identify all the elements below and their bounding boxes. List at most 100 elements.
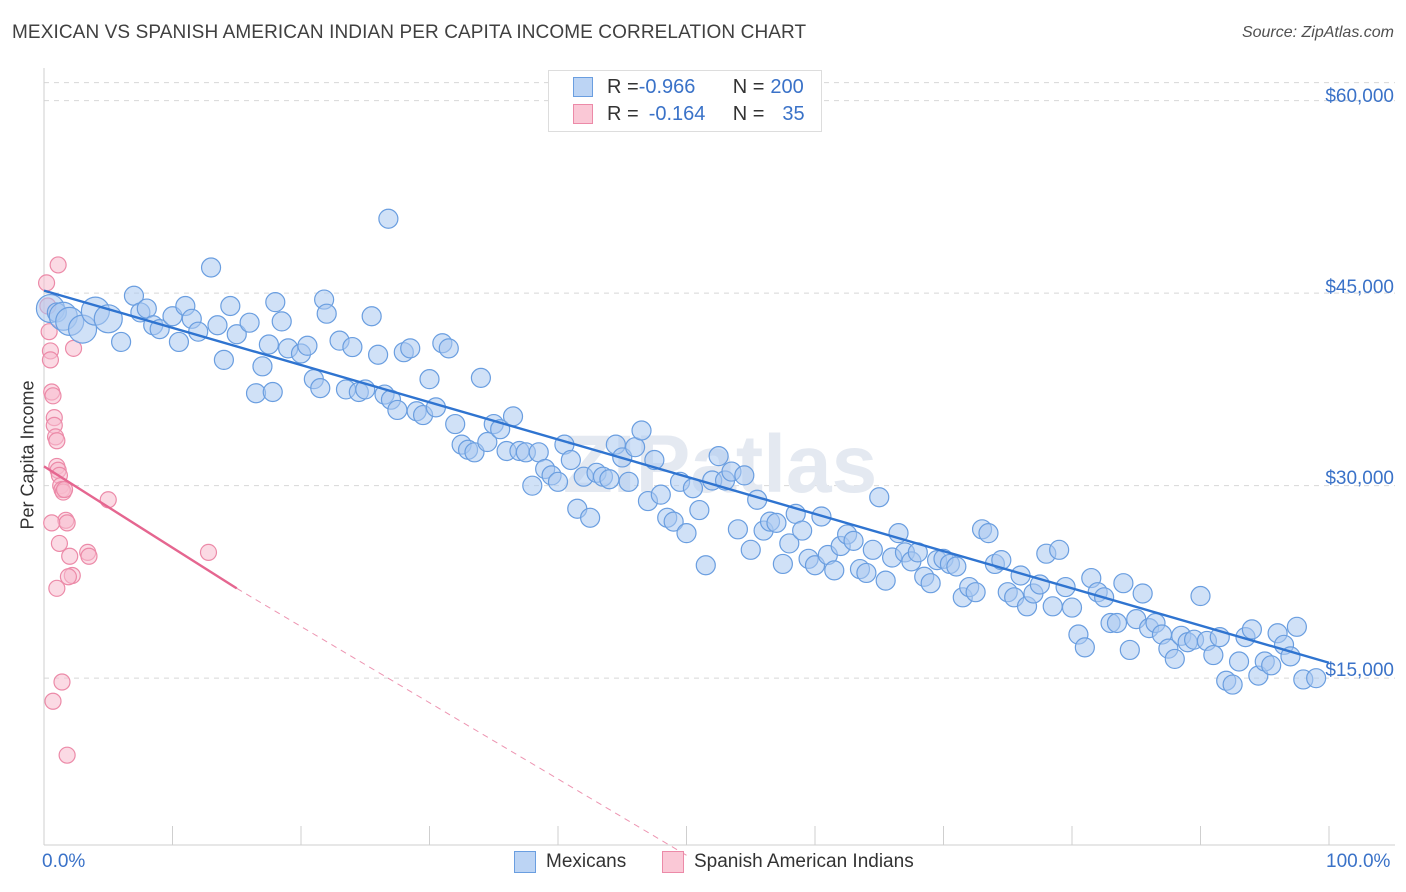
- mexicans-point: [856, 562, 877, 584]
- spanish-american-indians-point: [99, 491, 117, 509]
- axes: [43, 68, 1395, 846]
- mexicans-point: [1203, 644, 1224, 666]
- mexicans-point: [618, 471, 639, 492]
- mexicans-point: [695, 555, 716, 576]
- mexicans-point: [207, 315, 228, 336]
- legend-item-spanish-american-indians: Spanish American Indians: [662, 851, 914, 873]
- mexicans-point: [226, 324, 247, 345]
- mexicans-point: [1306, 668, 1327, 689]
- mexicans-point: [862, 539, 883, 560]
- mexicans-legend-swatch: [514, 851, 536, 873]
- mexicans-point: [213, 349, 234, 370]
- mexicans-point: [779, 533, 800, 554]
- spanish-american-indians-legend-label: Spanish American Indians: [694, 851, 914, 872]
- spanish-american-indians-point: [40, 323, 58, 341]
- mexicans-point: [1113, 573, 1134, 594]
- mexicans-point: [258, 334, 279, 355]
- spanish-american-indians-point: [44, 692, 62, 710]
- mexicans-point: [265, 292, 286, 313]
- mexicans-point: [239, 312, 260, 333]
- spanish-american-indians-legend-swatch: [662, 851, 684, 873]
- source-label: Source: ZipAtlas.com: [1241, 24, 1394, 41]
- mexicans-point: [1119, 639, 1140, 661]
- mexicans-point: [1074, 637, 1095, 658]
- mexicans-point: [824, 560, 845, 581]
- spanish-american-indians-point: [58, 514, 76, 532]
- chart-title: MEXICAN VS SPANISH AMERICAN INDIAN PER C…: [12, 22, 807, 43]
- mexicans-point: [316, 303, 337, 324]
- mexicans-point: [663, 511, 684, 532]
- mexicans-swatch: [573, 77, 593, 97]
- mexicans-point: [1261, 655, 1282, 676]
- mexicans-point: [522, 475, 543, 496]
- x-tick-label-min: 0.0%: [42, 851, 86, 872]
- mexicans-point: [310, 378, 331, 399]
- n-label: N =: [732, 102, 765, 125]
- n-label: N =: [732, 75, 765, 98]
- r-label: R =: [607, 102, 639, 125]
- mexicans-point: [245, 383, 267, 404]
- legend-item-mexicans: Mexicans: [514, 851, 626, 873]
- mexicans-point: [978, 523, 999, 544]
- r-value: -0.966: [638, 75, 696, 98]
- mexicans-point: [946, 556, 967, 577]
- mexicans-point: [400, 338, 421, 359]
- spanish-american-indians-point: [41, 351, 60, 369]
- spanish-american-indians-point: [50, 534, 69, 553]
- mexicans-point: [419, 369, 440, 390]
- spanish-american-indians-point: [48, 432, 66, 450]
- mexicans-point: [547, 471, 569, 492]
- stats-legend: R = -0.966 N = 200 R = -0.164 N = 35: [548, 70, 822, 132]
- mexicans-point: [676, 523, 697, 544]
- mexicans-point: [792, 520, 813, 541]
- mexicans-point: [297, 335, 318, 356]
- mexicans-trendline: [43, 289, 1330, 664]
- mexicans-point: [110, 331, 132, 353]
- spanish-american-indians-swatch: [573, 104, 593, 124]
- mexicans-point: [168, 331, 190, 353]
- spanish-american-indians-point: [80, 547, 98, 565]
- mexicans-point: [1106, 612, 1128, 634]
- mexicans-point: [1164, 648, 1185, 670]
- spanish-american-indians-trendline: [43, 465, 238, 590]
- spanish-american-indians-point: [199, 543, 218, 562]
- n-value: 35: [782, 102, 805, 125]
- y-tick-label: $15,000: [1325, 660, 1394, 681]
- mexicans-point: [502, 406, 524, 427]
- mexicans-point: [1132, 583, 1153, 604]
- mexicans-point: [965, 582, 986, 603]
- mexicans-point: [271, 311, 292, 332]
- mexicans-point: [378, 208, 399, 229]
- spanish-american-indians-point: [53, 673, 71, 691]
- mexicans-point: [470, 367, 491, 388]
- mexicans-point: [438, 338, 459, 359]
- mexicans-point: [920, 573, 941, 594]
- y-axis-label: Per Capita Income: [17, 380, 38, 530]
- mexicans-point: [708, 446, 729, 467]
- spanish-american-indians-point: [61, 547, 79, 565]
- mexicans-legend-label: Mexicans: [546, 851, 627, 872]
- mexicans-point: [644, 449, 665, 471]
- mexicans-point: [220, 295, 241, 317]
- mexicans-point: [740, 539, 761, 560]
- mexicans-point: [766, 512, 787, 533]
- mexicans-point: [734, 465, 755, 486]
- spanish-american-indians-point: [49, 256, 67, 274]
- spanish-american-indians-point: [37, 274, 56, 292]
- mexicans-point: [1241, 619, 1263, 640]
- mexicans-point: [252, 356, 273, 377]
- mexicans-point: [445, 413, 466, 435]
- spanish-american-indians-point: [48, 579, 66, 597]
- grid-lines: [44, 82, 1395, 679]
- y-tick-label: $30,000: [1325, 468, 1394, 489]
- mexicans-point: [342, 336, 363, 358]
- mexicans-point: [875, 570, 896, 591]
- mexicans-point: [560, 449, 581, 471]
- mexicans-point: [689, 499, 710, 521]
- mexicans-point: [1228, 651, 1250, 672]
- r-value: -0.164: [648, 102, 706, 125]
- spanish-american-indians-point: [55, 480, 74, 499]
- x-tick-label-max: 100.0%: [1326, 851, 1391, 872]
- spanish-american-indians-point: [58, 746, 76, 764]
